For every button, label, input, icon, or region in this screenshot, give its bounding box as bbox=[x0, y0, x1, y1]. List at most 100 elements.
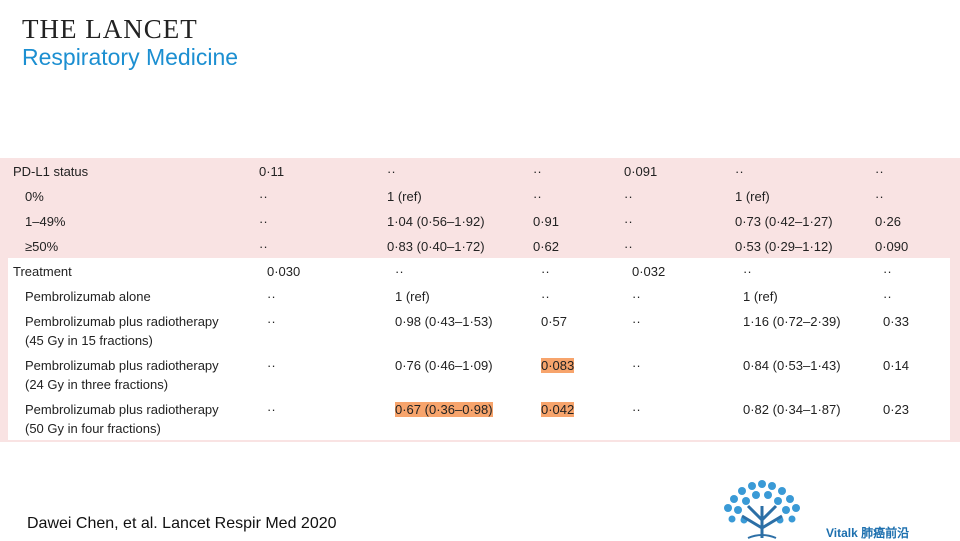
cell-value: ·· bbox=[624, 189, 633, 204]
cell-value: 1·16 (0·72–2·39) bbox=[743, 314, 841, 329]
table-cell: ·· bbox=[624, 237, 633, 256]
table-cell: ·· bbox=[541, 287, 550, 306]
cell-value: ·· bbox=[875, 189, 884, 204]
brand-name: Vitalk 肺癌前沿 bbox=[826, 526, 910, 540]
table-cell: 0·26 bbox=[875, 212, 901, 231]
table-cell: 0·53 (0·29–1·12) bbox=[735, 237, 833, 256]
cell-value: ·· bbox=[259, 214, 268, 229]
table-cell: 1 (ref) bbox=[743, 287, 778, 306]
table-row: 0% ·· 1 (ref) ·· ·· 1 (ref) ·· bbox=[0, 183, 960, 208]
row-label-line: Pembrolizumab alone bbox=[25, 289, 151, 304]
cell-value: 0·73 (0·42–1·27) bbox=[735, 214, 833, 229]
cell-value: 0·11 bbox=[259, 164, 285, 179]
cell-value: 0·33 bbox=[883, 314, 910, 329]
table-cell: ·· bbox=[632, 356, 641, 375]
cell-value: ·· bbox=[387, 164, 396, 179]
table-cell: ·· bbox=[875, 187, 884, 206]
cell-value: ·· bbox=[541, 264, 550, 279]
cell-value: 1 (ref) bbox=[387, 189, 422, 204]
row-label: ≥50% bbox=[25, 237, 58, 256]
cell-value: ·· bbox=[632, 358, 641, 373]
cell-value: 1 (ref) bbox=[735, 189, 770, 204]
cell-value: 0·98 (0·43–1·53) bbox=[395, 314, 493, 329]
cell-value: 0·62 bbox=[533, 239, 560, 254]
highlighted-value: 0·67 (0·36–0·98) bbox=[395, 402, 493, 417]
row-label-line: ≥50% bbox=[25, 239, 59, 254]
table-cell: ·· bbox=[883, 287, 892, 306]
table-row: Treatment 0·030 ·· ·· 0·032 ·· ·· bbox=[8, 258, 950, 283]
table-cell: 0·23 bbox=[883, 400, 909, 419]
row-label: Treatment bbox=[13, 262, 72, 281]
table-cell: 0·62 bbox=[533, 237, 559, 256]
cell-value: ·· bbox=[743, 264, 752, 279]
table-cell: 0·14 bbox=[883, 356, 909, 375]
table-cell: 0·042 bbox=[541, 400, 575, 419]
row-label: 0% bbox=[25, 187, 44, 206]
row-label-line: PD-L1 status bbox=[13, 164, 89, 179]
cell-value: ·· bbox=[624, 214, 633, 229]
cell-value: ·· bbox=[632, 402, 641, 417]
row-label-line: (50 Gy in four fractions) bbox=[25, 421, 161, 436]
row-label: PD-L1 status bbox=[13, 162, 88, 181]
journal-subtitle: Respiratory Medicine bbox=[22, 44, 239, 70]
table-cell: 0·91 bbox=[533, 212, 559, 231]
table-cell: ·· bbox=[632, 400, 641, 419]
cell-value: ·· bbox=[267, 289, 276, 304]
cell-value: 1 (ref) bbox=[743, 289, 778, 304]
table-cell: 0·82 (0·34–1·87) bbox=[743, 400, 841, 419]
cell-value: 1 (ref) bbox=[395, 289, 430, 304]
cell-value: 0·57 bbox=[541, 314, 568, 329]
row-label: Pembrolizumab alone bbox=[25, 287, 151, 306]
table-cell: ·· bbox=[259, 212, 268, 231]
highlighted-value: 0·083 bbox=[541, 358, 575, 373]
cell-value: 0·032 bbox=[632, 264, 666, 279]
table-cell: ·· bbox=[875, 162, 884, 181]
table-cell: 0·11 bbox=[259, 162, 284, 181]
table-cell: ·· bbox=[541, 262, 550, 281]
table-row: 1–49% ·· 1·04 (0·56–1·92) 0·91 ·· 0·73 (0·42–… bbox=[0, 208, 960, 233]
cell-value: ·· bbox=[259, 239, 268, 254]
table-row: Pembrolizumab plus radiotherapy (50 Gy in… bbox=[8, 396, 950, 440]
cell-value: ·· bbox=[875, 164, 884, 179]
table-cell: 0·84 (0·53–1·43) bbox=[743, 356, 841, 375]
cell-value: ·· bbox=[267, 358, 276, 373]
table-cell: 0·73 (0·42–1·27) bbox=[735, 212, 833, 231]
table-cell: ·· bbox=[743, 262, 752, 281]
row-label-line: Treatment bbox=[13, 264, 72, 279]
row-label: Pembrolizumab plus radiotherapy (45 Gy in… bbox=[25, 312, 219, 350]
row-label-line: Pembrolizumab plus radiotherapy bbox=[25, 402, 219, 417]
table-cell: ·· bbox=[533, 162, 542, 181]
row-label-line: Pembrolizumab plus radiotherapy bbox=[25, 358, 219, 373]
table-cell: ·· bbox=[259, 187, 268, 206]
table-cell: 0·57 bbox=[541, 312, 567, 331]
table-cell: 0·83 (0·40–1·72) bbox=[387, 237, 485, 256]
citation: Dawei Chen, et al. Lancet Respir Med 202… bbox=[27, 515, 337, 532]
table-cell: 0·030 bbox=[267, 262, 300, 281]
table-cell: ·· bbox=[259, 237, 268, 256]
table-cell: ·· bbox=[387, 162, 396, 181]
cell-value: 0·23 bbox=[883, 402, 910, 417]
highlighted-value: 0·042 bbox=[541, 402, 575, 417]
table-row: Pembrolizumab plus radiotherapy (45 Gy in… bbox=[8, 308, 950, 352]
table-section: Treatment 0·030 ·· ·· 0·032 ·· ·· Pembrolizumab… bbox=[8, 258, 950, 440]
table-cell: ·· bbox=[395, 262, 404, 281]
journal-title: THE LANCET bbox=[22, 14, 198, 44]
cell-value: ·· bbox=[533, 189, 542, 204]
cell-value: ·· bbox=[267, 402, 276, 417]
table-cell: 1 (ref) bbox=[735, 187, 770, 206]
table-cell: 1 (ref) bbox=[387, 187, 422, 206]
cell-value: 0·84 (0·53–1·43) bbox=[743, 358, 841, 373]
table-row: Pembrolizumab plus radiotherapy (24 Gy in… bbox=[8, 352, 950, 396]
row-label-line: Pembrolizumab plus radiotherapy bbox=[25, 314, 219, 329]
cell-value: ·· bbox=[735, 164, 744, 179]
row-label: Pembrolizumab plus radiotherapy (50 Gy in… bbox=[25, 400, 219, 438]
table-cell: ·· bbox=[267, 312, 276, 331]
cell-value: 0·91 bbox=[533, 214, 560, 229]
table-cell: 0·33 bbox=[883, 312, 909, 331]
table-cell: ·· bbox=[632, 312, 641, 331]
cell-value: 0·14 bbox=[883, 358, 910, 373]
table-cell: ·· bbox=[267, 356, 276, 375]
cell-value: 0·82 (0·34–1·87) bbox=[743, 402, 841, 417]
cell-value: ·· bbox=[883, 289, 892, 304]
